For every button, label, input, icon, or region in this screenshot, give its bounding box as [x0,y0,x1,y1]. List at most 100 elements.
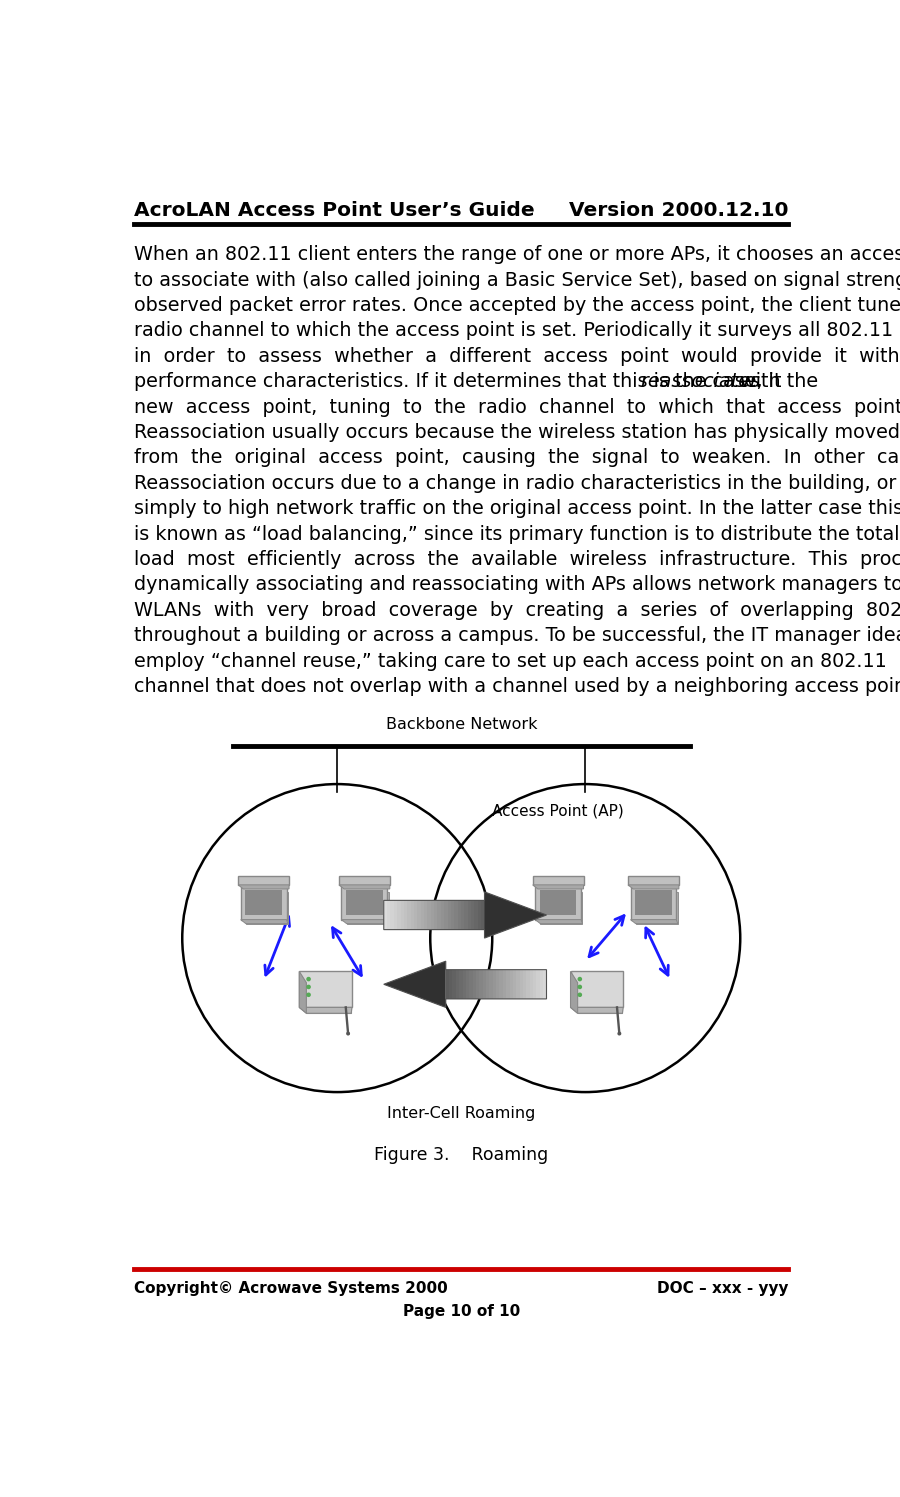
FancyBboxPatch shape [628,876,679,885]
Bar [424,900,428,930]
Text: Reassociation usually occurs because the wireless station has physically moved a: Reassociation usually occurs because the… [134,424,900,442]
Bar [459,970,463,998]
Bar [418,900,421,930]
Text: employ “channel reuse,” taking care to set up each access point on an 802.11  DS: employ “channel reuse,” taking care to s… [134,651,900,671]
Bar [533,970,536,998]
Circle shape [306,976,310,982]
FancyBboxPatch shape [635,892,678,924]
Bar [471,900,475,930]
FancyBboxPatch shape [306,982,351,1013]
Polygon shape [533,885,583,889]
Bar [408,900,411,930]
Bar [523,970,526,998]
Polygon shape [300,972,306,1013]
Bar [446,970,449,998]
Bar [526,970,530,998]
Bar [391,900,394,930]
Text: radio channel to which the access point is set. Periodically it surveys all 802.: radio channel to which the access point … [134,322,900,340]
FancyBboxPatch shape [571,972,623,1007]
FancyBboxPatch shape [246,889,282,915]
Text: performance characteristics. If it determines that this is the case, it: performance characteristics. If it deter… [134,373,788,391]
Bar [383,900,388,930]
FancyBboxPatch shape [533,876,583,885]
FancyBboxPatch shape [238,876,289,885]
Bar [482,900,485,930]
Polygon shape [571,1007,623,1013]
Bar [400,900,404,930]
Circle shape [578,976,582,982]
Bar [428,900,431,930]
FancyBboxPatch shape [300,972,352,1007]
Text: Figure 3.    Roaming: Figure 3. Roaming [374,1147,548,1165]
Bar [431,900,435,930]
Text: new  access  point,  tuning  to  the  radio  channel  to  which  that  access  p: new access point, tuning to the radio ch… [134,398,900,416]
FancyBboxPatch shape [346,889,382,915]
Text: Backbone Network: Backbone Network [385,717,537,732]
Polygon shape [484,892,546,939]
FancyBboxPatch shape [540,889,576,915]
FancyBboxPatch shape [339,876,390,885]
Circle shape [306,993,310,997]
Text: Access Point (AP): Access Point (AP) [492,804,624,819]
Bar [469,970,473,998]
Bar [454,900,458,930]
Bar [480,970,483,998]
FancyBboxPatch shape [540,892,582,924]
Polygon shape [383,961,446,1007]
Bar [414,900,418,930]
Bar [464,900,468,930]
Text: AcroLAN Access Point User’s Guide: AcroLAN Access Point User’s Guide [134,201,535,220]
Bar [468,900,472,930]
Bar [536,970,540,998]
Text: WLANs  with  very  broad  coverage  by  creating  a  series  of  overlapping  80: WLANs with very broad coverage by creati… [134,600,900,620]
Text: Page 10 of 10: Page 10 of 10 [402,1304,520,1319]
Bar [519,970,524,998]
Bar [397,900,400,930]
Polygon shape [341,919,389,924]
Circle shape [578,993,582,997]
Bar [453,970,456,998]
Text: Reassociation occurs due to a change in radio characteristics in the building, o: Reassociation occurs due to a change in … [134,473,900,493]
FancyBboxPatch shape [578,982,623,1013]
Text: Copyright© Acrowave Systems 2000: Copyright© Acrowave Systems 2000 [134,1281,448,1296]
Bar [445,900,448,930]
Circle shape [578,985,582,990]
Text: observed packet error rates. Once accepted by the access point, the client tunes: observed packet error rates. Once accept… [134,296,900,314]
Bar [506,970,510,998]
FancyBboxPatch shape [240,885,286,919]
Bar [540,970,544,998]
Bar [437,900,441,930]
Bar [500,970,503,998]
Bar [461,900,464,930]
Bar [509,970,513,998]
Bar [476,970,480,998]
Text: to associate with (also called joining a Basic Service Set), based on signal str: to associate with (also called joining a… [134,271,900,289]
Bar [472,970,476,998]
Text: dynamically associating and reassociating with APs allows network managers to se: dynamically associating and reassociatin… [134,575,900,594]
Text: from  the  original  access  point,  causing  the  signal  to  weaken.  In  othe: from the original access point, causing … [134,449,900,467]
Text: in  order  to  assess  whether  a  different  access  point  would  provide  it : in order to assess whether a different a… [134,347,900,365]
Text: load  most  efficiently  across  the  available  wireless  infrastructure.  This: load most efficiently across the availab… [134,549,900,569]
FancyBboxPatch shape [536,885,581,919]
Bar [513,970,517,998]
Bar [434,900,438,930]
Bar [463,970,466,998]
Bar [420,900,425,930]
Bar [503,970,507,998]
Bar [441,900,445,930]
Bar [404,900,408,930]
Bar [457,900,462,930]
Polygon shape [300,1007,352,1013]
Polygon shape [536,919,582,924]
Bar [451,900,454,930]
Polygon shape [571,972,578,1013]
Text: Inter-Cell Roaming: Inter-Cell Roaming [387,1106,536,1121]
Circle shape [306,985,310,990]
Bar [449,970,453,998]
Bar [410,900,414,930]
Bar [447,900,451,930]
FancyBboxPatch shape [635,889,671,915]
Bar [482,970,486,998]
Bar [517,970,520,998]
Text: reassociates: reassociates [641,373,760,391]
